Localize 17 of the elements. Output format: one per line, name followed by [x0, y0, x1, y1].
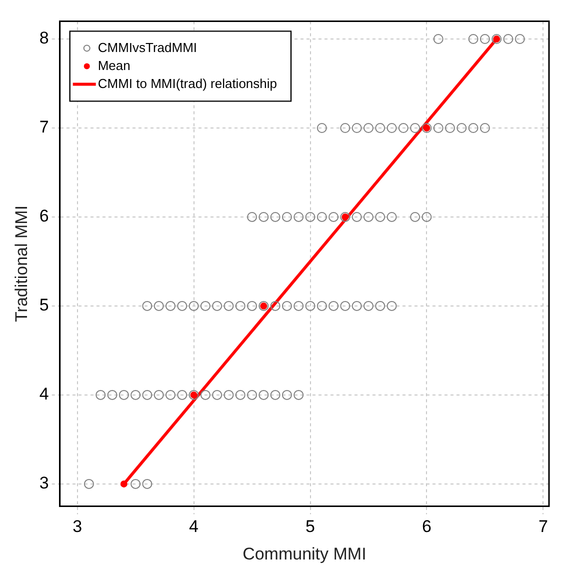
y-tick-label: 3 — [39, 474, 49, 493]
x-axis-title: Community MMI — [242, 544, 366, 564]
y-tick-label: 4 — [39, 384, 49, 404]
y-axis-title: Traditional MMI — [12, 205, 31, 322]
x-tick-label: 5 — [306, 517, 315, 536]
x-tick-label: 3 — [72, 517, 82, 536]
y-tick-label: 6 — [39, 206, 49, 226]
y-tick-label: 5 — [39, 296, 49, 315]
y-tick-label: 8 — [39, 28, 49, 48]
x-tick-label: 4 — [189, 517, 199, 536]
point — [120, 480, 128, 488]
legend-label: Mean — [98, 58, 130, 73]
legend-label: CMMI to MMI(trad) relationship — [98, 76, 278, 91]
y-tick-label: 7 — [39, 118, 49, 137]
x-tick-label: 7 — [538, 517, 548, 536]
legend-label: CMMIvsTradMMI — [98, 40, 198, 55]
x-tick-label: 6 — [422, 517, 432, 536]
